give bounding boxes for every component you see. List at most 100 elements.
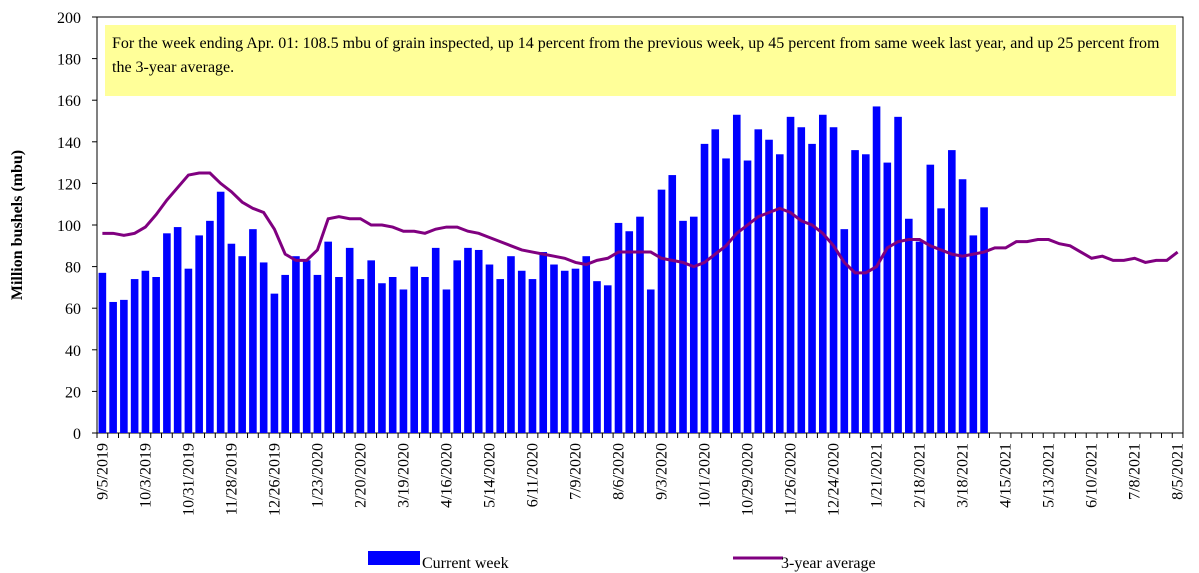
bar: [163, 233, 171, 433]
bar: [926, 164, 935, 433]
bar: [550, 264, 558, 433]
x-tick-label: 8/5/2021: [1170, 443, 1187, 500]
bar: [797, 127, 806, 434]
x-tick-label: 7/8/2021: [1127, 443, 1144, 500]
line: [102, 171, 1179, 275]
bar: [517, 270, 526, 433]
bar: [120, 299, 128, 433]
bar: [496, 279, 505, 433]
x-tick-label: 12/26/2019: [266, 443, 283, 516]
bar: [883, 162, 892, 433]
bar: [281, 274, 289, 433]
bar: [259, 262, 268, 433]
bar: [130, 279, 139, 433]
x-tick-label: 5/13/2021: [1041, 443, 1058, 508]
bar: [152, 277, 160, 433]
y-axis-title: Million bushels (mbu): [9, 150, 26, 300]
bar: [894, 116, 902, 433]
bar: [593, 281, 601, 433]
bar: [754, 129, 763, 433]
x-tick-label: 10/31/2019: [180, 443, 197, 516]
x-tick-label: 10/3/2019: [137, 443, 154, 508]
x-tick-label: 4/16/2020: [438, 443, 455, 508]
bar: [421, 277, 429, 433]
y-tick-label: 60: [65, 301, 81, 318]
bar: [173, 227, 182, 433]
bar: [905, 218, 913, 433]
x-tick-label: 7/9/2020: [567, 443, 584, 500]
y-tick-label: 140: [57, 135, 81, 152]
bar: [603, 285, 612, 433]
bar: [711, 129, 720, 433]
bar: [378, 283, 386, 433]
bar: [238, 256, 246, 433]
y-tick-label: 120: [57, 176, 81, 193]
bar: [582, 256, 591, 433]
bar: [507, 256, 515, 433]
y-tick-label: 200: [57, 10, 81, 27]
legend-label: Current week: [422, 555, 509, 572]
legend-label: 3-year average: [781, 555, 876, 572]
x-tick-label: 11/28/2019: [223, 443, 240, 515]
bar: [485, 264, 494, 433]
y-tick-label: 160: [57, 93, 81, 110]
bar: [969, 235, 978, 433]
x-tick-label: 1/23/2020: [309, 443, 326, 508]
y-tick-label: 40: [65, 343, 81, 360]
bar: [345, 247, 354, 433]
bar: [431, 247, 440, 433]
bar: [625, 231, 634, 433]
bar: [216, 191, 225, 433]
x-tick-label: 10/29/2020: [740, 443, 757, 516]
bar: [539, 252, 548, 433]
bar: [679, 220, 687, 433]
bar: [206, 220, 214, 433]
bar: [614, 222, 623, 433]
annotation: For the week ending Apr. 01: 108.5 mbu o…: [105, 25, 1176, 96]
bar: [732, 114, 741, 433]
bar: [571, 268, 580, 433]
bar: [743, 160, 752, 433]
x-tick-label: 9/3/2020: [654, 443, 671, 500]
x-tick-label: 6/10/2021: [1084, 443, 1101, 508]
bar: [915, 241, 924, 433]
x-tick-label: 1/21/2021: [869, 443, 886, 508]
bar: [528, 279, 537, 433]
y-tick-label: 20: [65, 384, 81, 401]
bar: [775, 154, 784, 433]
bar: [302, 260, 311, 433]
bar: [948, 150, 956, 433]
bar: [410, 266, 418, 433]
bar: [292, 256, 300, 433]
bar: [367, 260, 375, 433]
bar: [722, 158, 730, 433]
bar: [872, 106, 881, 433]
bar: [399, 289, 408, 433]
x-tick-label: 4/15/2021: [998, 443, 1015, 508]
bar: [270, 293, 279, 433]
bar: [765, 139, 773, 433]
y-tick-label: 80: [65, 260, 81, 277]
bar: [646, 289, 655, 433]
x-tick-label: 12/24/2020: [826, 443, 843, 516]
bar: [98, 272, 107, 433]
bar: [335, 277, 343, 433]
bar: [862, 154, 870, 433]
bar: [560, 270, 569, 433]
x-tick-label: 2/18/2021: [912, 443, 929, 508]
bar: [700, 143, 709, 433]
bar: [474, 249, 483, 433]
x-tick-label: 8/6/2020: [610, 443, 627, 500]
bar: [141, 270, 150, 433]
x-tick-label: 3/19/2020: [395, 443, 412, 508]
bar: [464, 247, 472, 433]
legend-swatch: [368, 551, 420, 565]
bar: [453, 260, 462, 433]
bar: [840, 229, 849, 433]
x-tick-label: 2/20/2020: [352, 443, 369, 508]
bar: [442, 289, 451, 433]
x-tick-label: 3/18/2021: [955, 443, 972, 508]
bar: [829, 127, 838, 434]
